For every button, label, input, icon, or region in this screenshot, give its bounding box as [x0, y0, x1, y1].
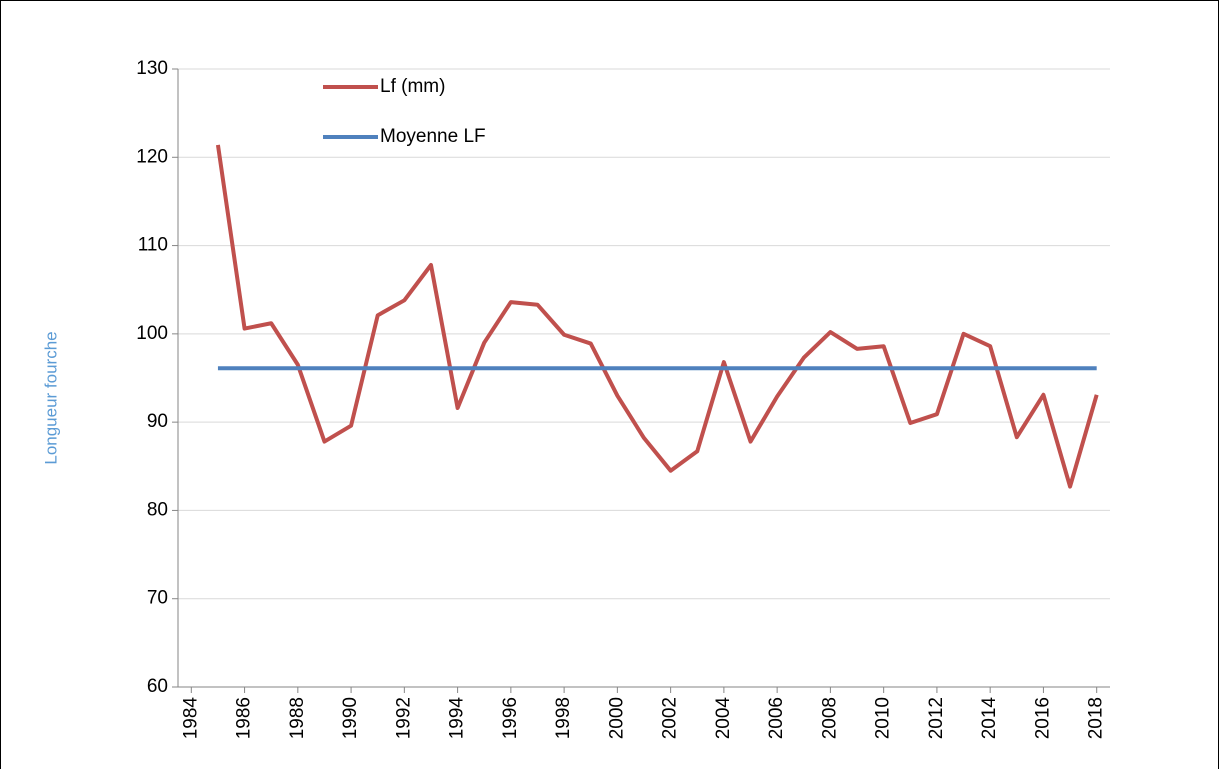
y-tick-label: 110: [138, 235, 168, 256]
x-tick-label: 1996: [500, 697, 521, 739]
y-tick-label: 80: [147, 499, 168, 520]
x-tick-label: 2018: [1086, 697, 1107, 739]
x-tick-label: 1988: [287, 697, 308, 739]
x-tick-label: 1990: [340, 697, 361, 739]
x-tick-label: 2008: [819, 697, 840, 739]
x-tick-label: 2012: [926, 697, 947, 739]
x-tick-label: 1998: [553, 697, 574, 739]
y-tick-label: 70: [147, 588, 168, 609]
y-tick-label: 60: [147, 676, 168, 697]
x-tick-label: 1994: [447, 697, 468, 740]
y-axis-label: Longueur fourche: [41, 331, 60, 464]
y-tick-label: 130: [136, 58, 168, 79]
series-line: [215, 144, 1099, 489]
y-tick-label: 100: [136, 323, 168, 344]
x-tick-label: 1986: [234, 697, 255, 739]
x-tick-label: 2014: [979, 697, 1000, 740]
x-tick-label: 2004: [713, 697, 734, 740]
y-tick-label: 120: [136, 146, 168, 167]
legend-label: Moyenne LF: [380, 126, 486, 147]
x-tick-label: 1992: [393, 697, 414, 739]
x-tick-label: 2016: [1032, 697, 1053, 739]
x-tick-label: 2010: [873, 697, 894, 739]
x-tick-label: 2000: [606, 697, 627, 739]
x-tick-label: 1984: [180, 697, 201, 740]
x-tick-label: 2002: [660, 697, 681, 739]
legend-label: Lf (mm): [380, 76, 445, 97]
x-tick-label: 2006: [766, 697, 787, 739]
y-tick-label: 90: [147, 411, 168, 432]
